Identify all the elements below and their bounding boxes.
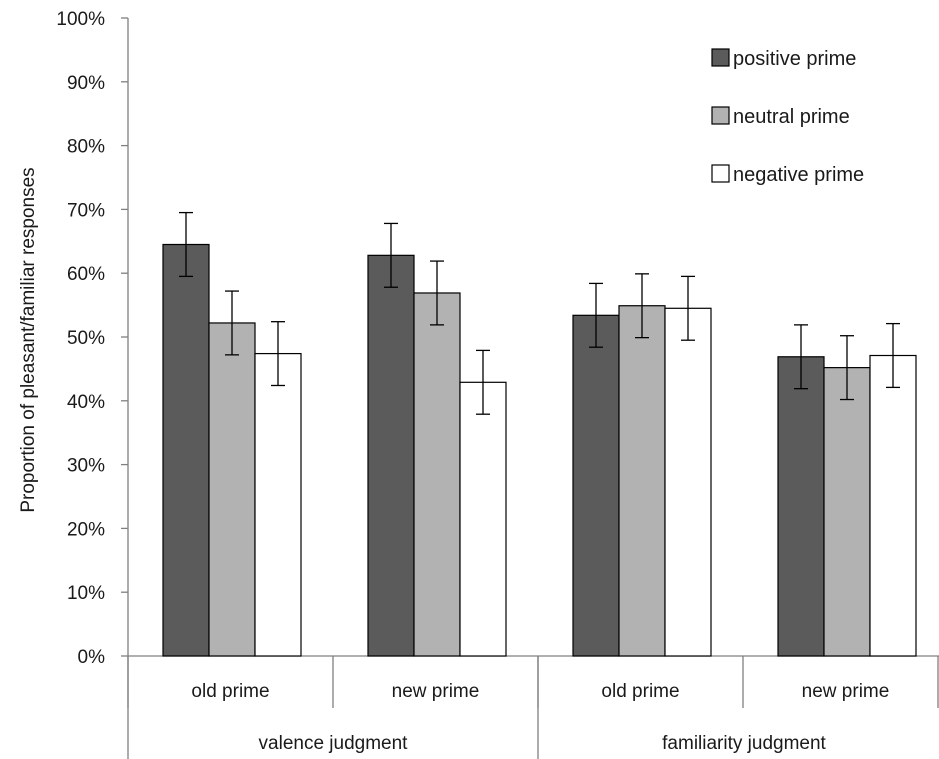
y-axis-label-group: Proportion of pleasant/familiar response… (18, 167, 39, 512)
bar (618, 305, 666, 657)
bar (367, 254, 415, 657)
bar (823, 367, 871, 657)
y-tick-label: 70% (67, 200, 105, 221)
y-tick-label: 30% (67, 456, 105, 477)
bar (459, 381, 507, 657)
legend-swatch (711, 164, 730, 183)
y-tick-label: 40% (67, 392, 105, 413)
legend-swatch (711, 106, 730, 125)
x-category-label: old prime (191, 681, 269, 702)
y-tick-label: 10% (67, 583, 105, 604)
error-bars (179, 211, 900, 415)
bar (162, 243, 210, 657)
legend-label: negative prime (733, 164, 864, 186)
legend-label: neutral prime (733, 106, 850, 128)
x-group-label: familiarity judgment (662, 733, 826, 754)
y-tick-label: 90% (67, 73, 105, 94)
bars (162, 243, 917, 657)
x-category-label: old prime (601, 681, 679, 702)
y-tick-label: 50% (67, 328, 105, 349)
bar (664, 307, 712, 657)
y-ticks: 0% 10% 20% 30% 40% 50% 60% 70% 80% 90% 100% (56, 9, 128, 668)
y-axis-label: Proportion of pleasant/familiar response… (18, 167, 39, 512)
x-category-label: new prime (392, 681, 480, 702)
y-tick-label: 80% (67, 137, 105, 158)
x-group-label: valence judgment (259, 733, 409, 754)
legend-label: positive prime (733, 48, 856, 70)
x-labels: old prime new prime old prime new prime vale… (191, 681, 889, 754)
bar (254, 352, 302, 657)
bar (413, 292, 461, 657)
bar (572, 314, 620, 657)
bar (777, 356, 825, 657)
bar (208, 322, 256, 657)
x-category-label: new prime (802, 681, 890, 702)
y-tick-label: 0% (78, 647, 106, 668)
y-tick-label: 100% (56, 9, 105, 30)
bar (869, 354, 917, 657)
legend: positive prime neutral prime negative prim… (711, 48, 864, 186)
y-tick-label: 60% (67, 264, 105, 285)
legend-swatch (711, 48, 730, 67)
y-tick-label: 20% (67, 519, 105, 540)
